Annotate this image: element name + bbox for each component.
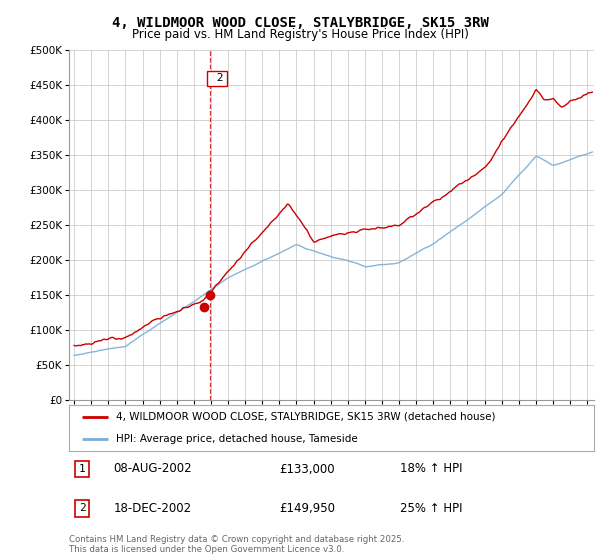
- Text: 2: 2: [210, 73, 224, 83]
- Text: 25% ↑ HPI: 25% ↑ HPI: [400, 502, 462, 515]
- Text: 4, WILDMOOR WOOD CLOSE, STALYBRIDGE, SK15 3RW (detached house): 4, WILDMOOR WOOD CLOSE, STALYBRIDGE, SK1…: [116, 412, 496, 422]
- Text: Price paid vs. HM Land Registry's House Price Index (HPI): Price paid vs. HM Land Registry's House …: [131, 28, 469, 41]
- Text: Contains HM Land Registry data © Crown copyright and database right 2025.
This d: Contains HM Land Registry data © Crown c…: [69, 535, 404, 554]
- Text: 4, WILDMOOR WOOD CLOSE, STALYBRIDGE, SK15 3RW: 4, WILDMOOR WOOD CLOSE, STALYBRIDGE, SK1…: [112, 16, 488, 30]
- Text: 2: 2: [79, 503, 86, 513]
- Text: 08-AUG-2002: 08-AUG-2002: [113, 463, 192, 475]
- Text: £133,000: £133,000: [279, 463, 335, 475]
- Text: 18% ↑ HPI: 18% ↑ HPI: [400, 463, 462, 475]
- Text: 18-DEC-2002: 18-DEC-2002: [113, 502, 192, 515]
- Text: £149,950: £149,950: [279, 502, 335, 515]
- Text: HPI: Average price, detached house, Tameside: HPI: Average price, detached house, Tame…: [116, 434, 358, 444]
- Text: 1: 1: [79, 464, 86, 474]
